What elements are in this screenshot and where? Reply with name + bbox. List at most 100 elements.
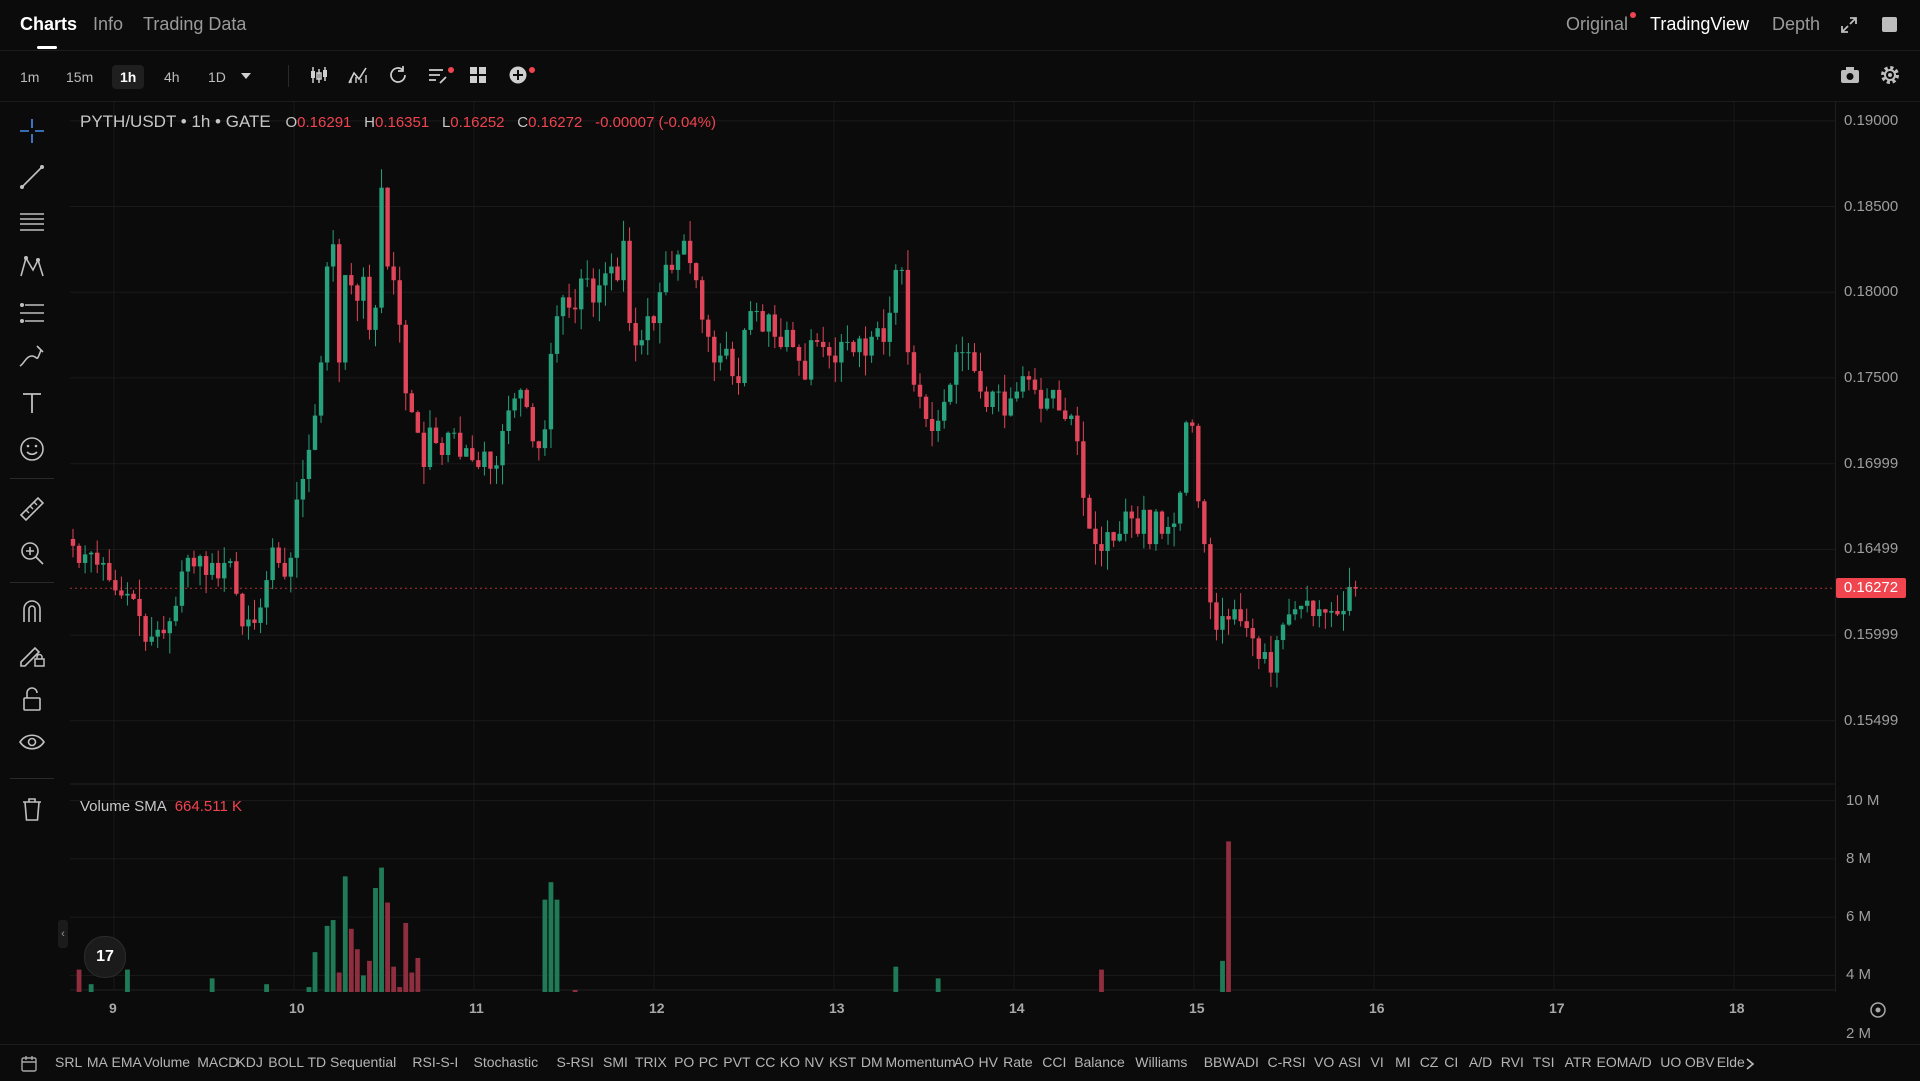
fib-retracement-icon[interactable] [17, 298, 47, 328]
indicator-cz[interactable]: CZ [1419, 1054, 1439, 1070]
indicator-tsi[interactable]: TSI [1532, 1054, 1555, 1070]
zoom-in-icon[interactable] [17, 538, 47, 568]
horizontal-lines-icon[interactable] [17, 206, 47, 236]
indicator-eom[interactable]: EOM [1596, 1054, 1629, 1070]
indicator-atr[interactable]: ATR [1564, 1054, 1592, 1070]
candle-body [161, 629, 166, 634]
indicator-elde[interactable]: Elde [1716, 1054, 1745, 1070]
eye-icon[interactable] [17, 728, 47, 758]
candle-body [1214, 602, 1219, 630]
interval-4h[interactable]: 4h [164, 69, 180, 85]
indicator-pvt[interactable]: PVT [723, 1054, 751, 1070]
tab-original[interactable]: Original [1566, 14, 1629, 34]
brush-icon[interactable] [17, 342, 47, 372]
camera-icon[interactable] [1838, 63, 1862, 87]
indicator-williams[interactable]: Williams [1135, 1054, 1188, 1070]
indicator-td-sequential[interactable]: TD Sequential [307, 1054, 397, 1070]
interval-15m[interactable]: 15m [66, 69, 94, 85]
interval-1h[interactable]: 1h [112, 65, 145, 89]
text-tool-icon[interactable] [17, 388, 47, 418]
layout-grid-icon[interactable] [466, 63, 490, 87]
indicator-vi[interactable]: VI [1370, 1054, 1384, 1070]
indicator-a-d[interactable]: A/D [1628, 1054, 1652, 1070]
indicator-a-d[interactable]: A/D [1468, 1054, 1493, 1070]
candle-body [1135, 518, 1140, 534]
indicator-smi[interactable]: SMI [603, 1054, 628, 1070]
trend-line-icon[interactable] [17, 162, 47, 192]
tab-trading-data[interactable]: Trading Data [143, 14, 247, 34]
chevron-right-icon[interactable] [1744, 1057, 1756, 1071]
indicator-uo[interactable]: UO [1660, 1054, 1682, 1070]
unlock-icon[interactable] [17, 684, 47, 714]
tab-info[interactable]: Info [93, 14, 124, 34]
indicator-ko[interactable]: KO [779, 1054, 801, 1070]
candle-body [579, 278, 584, 310]
indicator-hv[interactable]: HV [978, 1054, 998, 1070]
indicator-macd[interactable]: MACD [197, 1054, 239, 1070]
indicator-po[interactable]: PO [674, 1054, 695, 1070]
crosshair-icon[interactable] [17, 116, 47, 146]
add-plus-icon[interactable] [506, 63, 530, 87]
interval-1d[interactable]: 1D [208, 69, 226, 85]
axis-settings-icon[interactable] [1868, 1000, 1888, 1025]
volume-bar [348, 928, 354, 992]
indicator-bbw[interactable]: BBW [1203, 1054, 1236, 1070]
emoji-icon[interactable] [17, 434, 47, 464]
tab-tradingview[interactable]: TradingView [1650, 14, 1750, 34]
indicator-rsi-s-i[interactable]: RSI-S-I [412, 1054, 459, 1070]
indicator-volume[interactable]: Volume [143, 1054, 191, 1070]
candle-body [167, 621, 172, 634]
settings-gear-icon[interactable] [1878, 63, 1902, 87]
indicator-mi[interactable]: MI [1395, 1054, 1411, 1070]
candle-body [1123, 511, 1128, 534]
indicator-vo[interactable]: VO [1314, 1054, 1335, 1070]
indicator-pc[interactable]: PC [698, 1054, 719, 1070]
indicator-adi[interactable]: ADI [1235, 1054, 1259, 1070]
fullscreen-square-icon[interactable] [1882, 17, 1897, 32]
indicator-ao[interactable]: AO [953, 1054, 975, 1070]
candle-body [330, 244, 336, 267]
indicator-kdj[interactable]: KDJ [236, 1054, 263, 1070]
indicator-kst[interactable]: KST [829, 1054, 857, 1070]
indicator-nv[interactable]: NV [804, 1054, 824, 1070]
trash-icon[interactable] [17, 794, 47, 824]
lock-drawing-icon[interactable] [17, 640, 47, 670]
indicator-trix[interactable]: TRIX [634, 1054, 667, 1070]
indicators-icon[interactable] [346, 63, 370, 87]
calendar-icon[interactable] [20, 1055, 38, 1073]
magnet-icon[interactable] [17, 596, 47, 626]
expand-icon[interactable] [1840, 16, 1858, 34]
indicator-ma[interactable]: MA [86, 1054, 108, 1070]
candles-icon[interactable] [307, 63, 331, 87]
collapse-arrow-icon[interactable]: ‹ [58, 920, 68, 948]
ruler-icon[interactable] [17, 494, 47, 524]
candle-body [1184, 422, 1189, 493]
indicator-obv[interactable]: OBV [1684, 1054, 1715, 1070]
interval-1m[interactable]: 1m [20, 69, 40, 85]
tab-depth[interactable]: Depth [1772, 14, 1821, 34]
indicator-rate[interactable]: Rate [1003, 1054, 1033, 1070]
indicator-asi[interactable]: ASI [1338, 1054, 1362, 1070]
indicator-balance[interactable]: Balance [1074, 1054, 1125, 1070]
indicator-ci[interactable]: CI [1444, 1054, 1459, 1070]
indicator-s-rsi[interactable]: S-RSI [556, 1054, 594, 1070]
indicator-cc[interactable]: CC [755, 1054, 776, 1070]
price-chart[interactable] [70, 102, 1836, 992]
chevron-down-icon[interactable] [240, 71, 252, 81]
indicator-boll[interactable]: BOLL [268, 1054, 305, 1070]
indicator-stochastic[interactable]: Stochastic [473, 1054, 539, 1070]
tab-charts[interactable]: Charts [20, 14, 78, 34]
indicator-rvi[interactable]: RVI [1500, 1054, 1524, 1070]
indicator-momentum[interactable]: Momentum [885, 1054, 956, 1070]
replay-icon[interactable] [386, 63, 410, 87]
tradingview-logo[interactable]: 17 [84, 936, 126, 978]
candle-body [615, 266, 620, 281]
strategy-list-icon[interactable] [426, 63, 450, 87]
indicator-srl[interactable]: SRL [55, 1054, 83, 1070]
indicator-dm[interactable]: DM [860, 1054, 883, 1070]
indicator-ema[interactable]: EMA [111, 1054, 142, 1070]
date-axis-label: 13 [829, 1000, 845, 1016]
indicator-c-rsi[interactable]: C-RSI [1267, 1054, 1306, 1070]
indicator-cci[interactable]: CCI [1042, 1054, 1067, 1070]
pattern-icon[interactable] [17, 252, 47, 282]
